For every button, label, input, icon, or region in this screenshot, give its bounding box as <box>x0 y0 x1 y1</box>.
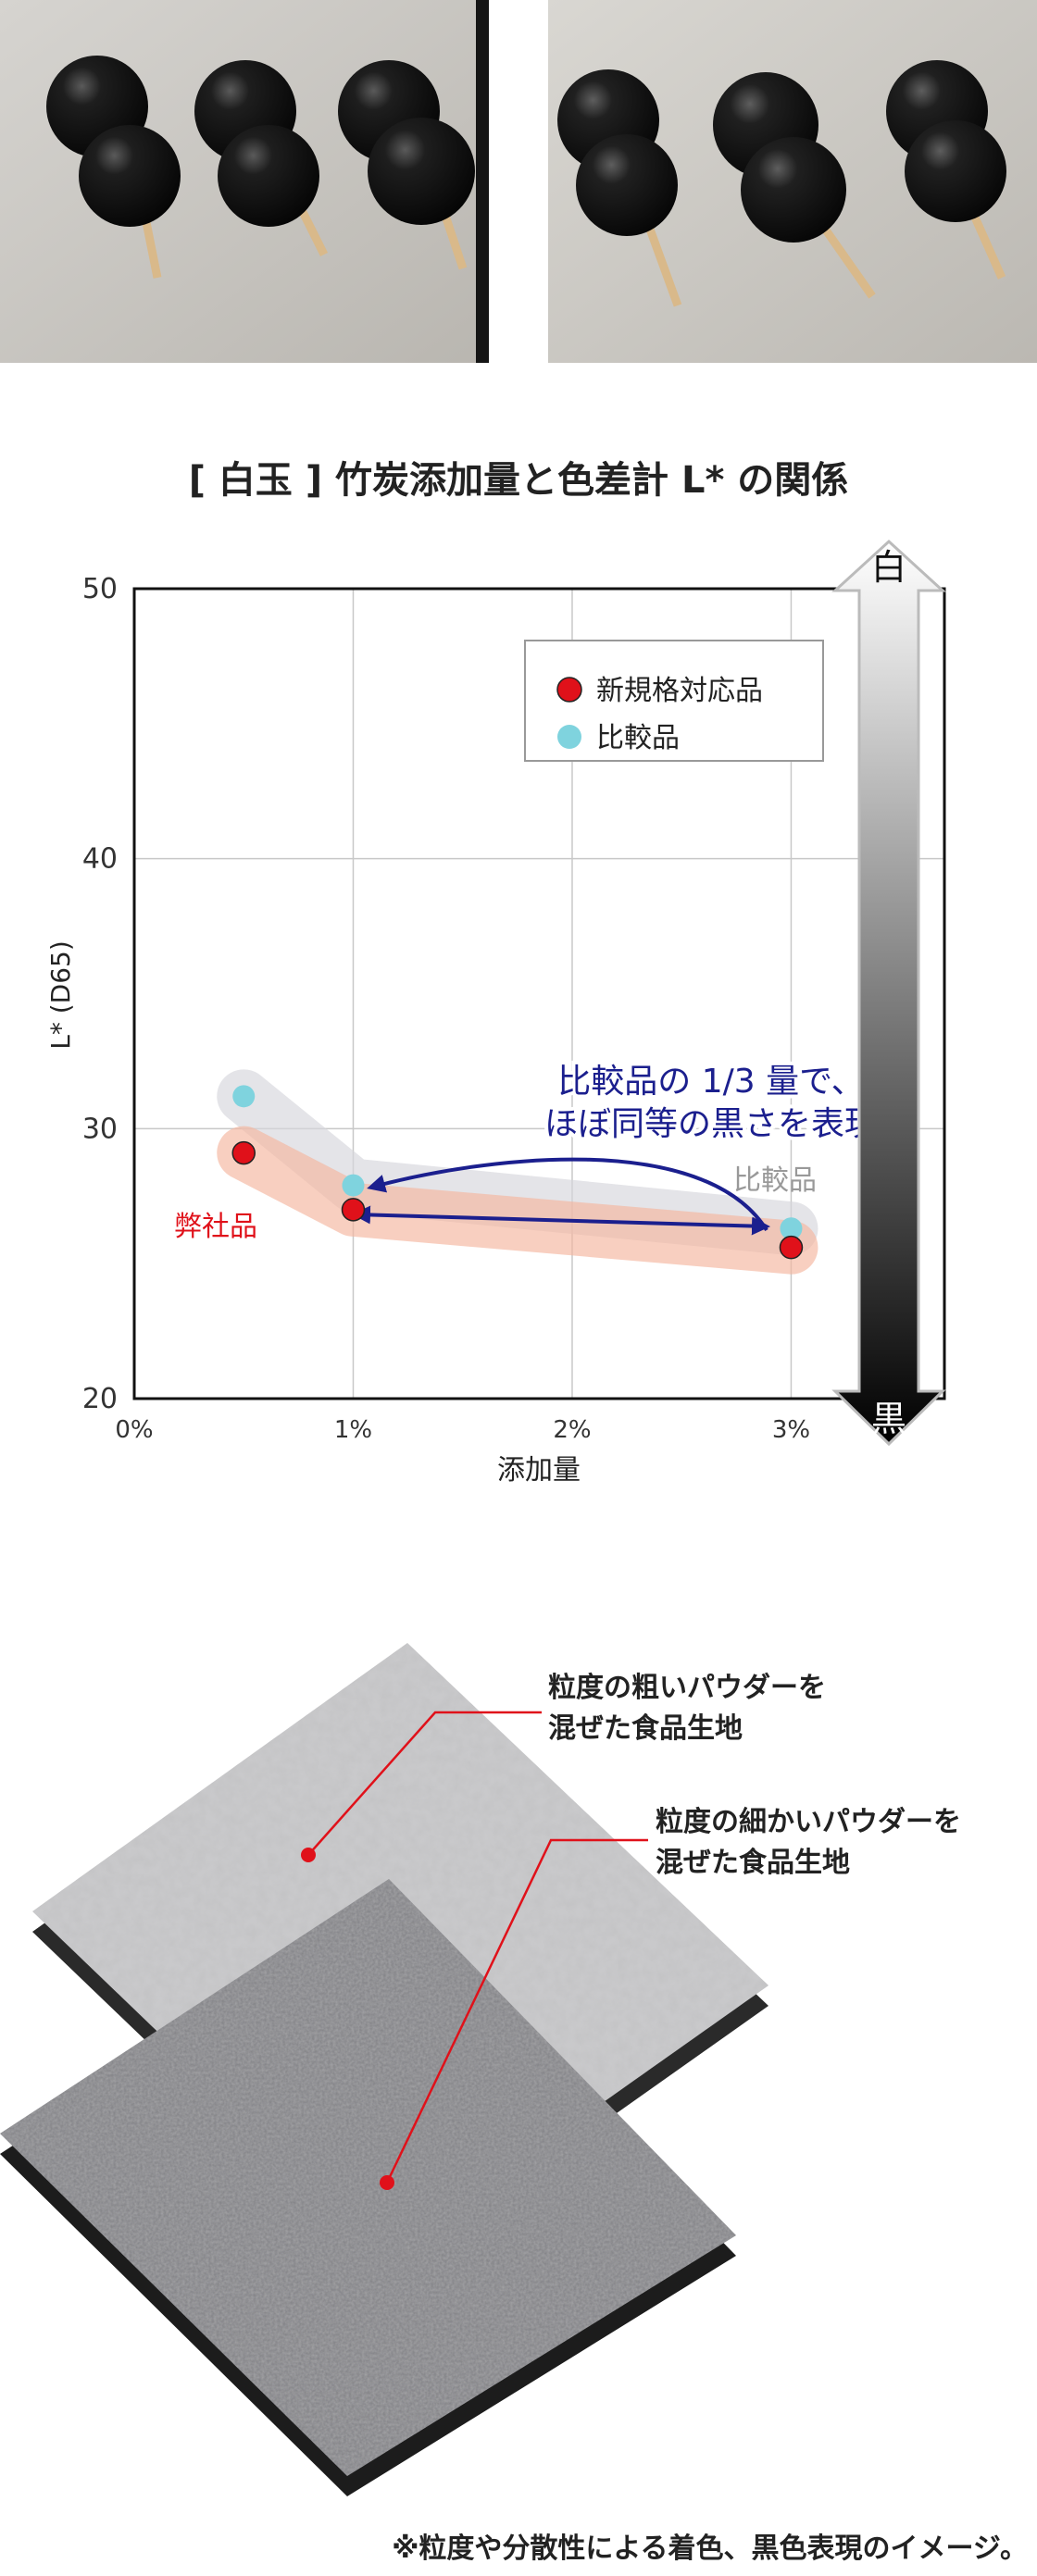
coarse-leader-line <box>301 1711 542 1862</box>
dango-skewer <box>194 60 329 257</box>
double-arrow <box>352 1205 770 1236</box>
y-axis-label: L* (D65) <box>45 940 76 1050</box>
fine-powder-caption: 粒度の細かいパウダーを 混ぜた食品生地 <box>656 1806 961 1879</box>
legend-marker-comparison <box>557 725 581 749</box>
data-point-own <box>231 1140 256 1165</box>
comparison-product-label: 比較品 <box>733 1164 817 1197</box>
y-tick-label: 40 <box>82 843 118 876</box>
chart-title: [ 白玉 ] 竹炭添加量と色差計 L* の関係 <box>189 459 849 502</box>
y-tick-label: 20 <box>82 1383 118 1415</box>
dango-skewer <box>886 60 1006 280</box>
plot-frame <box>132 587 946 1400</box>
coarse-powder-caption: 粒度の粗いパウダーを 混ぜた食品生地 <box>548 1672 826 1745</box>
curved-arrow <box>367 1157 768 1232</box>
legend: 新規格対応品 比較品 <box>524 640 824 762</box>
message-line-1: 比較品の 1/3 量で、 <box>557 1063 864 1101</box>
x-tick-label: 3% <box>772 1416 810 1444</box>
chart: [ 白玉 ] 竹炭添加量と色差計 L* の関係 0% 1% 2% 3% 20 30 40 50… <box>0 417 1037 1509</box>
powder-diagram <box>0 1620 1037 2503</box>
fine-powder-dough <box>0 1879 736 2496</box>
photo-dango-right <box>548 0 1037 363</box>
legend-label-own: 新規格対応品 <box>596 675 763 707</box>
scale-label-black: 黒 <box>871 1399 906 1439</box>
fine-leader-line <box>380 1838 648 2190</box>
x-tick-label: 2% <box>553 1416 591 1444</box>
dango-skewer <box>338 60 475 270</box>
data-point-comparison <box>780 1217 803 1240</box>
dango-skewer <box>713 72 876 299</box>
data-points <box>231 1085 804 1260</box>
photo-dango-left <box>0 0 489 363</box>
x-tick-label: 1% <box>334 1416 372 1444</box>
whiteness-scale: 白 黒 <box>831 539 946 1447</box>
x-axis-label: 添加量 <box>497 1454 581 1487</box>
y-tick-label: 50 <box>82 573 118 605</box>
x-tick-label: 0% <box>115 1416 153 1444</box>
data-point-comparison <box>342 1174 365 1197</box>
data-point-own <box>779 1235 804 1260</box>
data-point-comparison <box>232 1085 256 1108</box>
legend-label-comparison: 比較品 <box>596 722 680 754</box>
axis-ticks: 0% 1% 2% 3% 20 30 40 50 <box>82 573 810 1444</box>
y-tick-label: 30 <box>82 1113 118 1145</box>
data-point-own <box>341 1198 366 1222</box>
message-line-2: ほぼ同等の黒さを表現 <box>544 1105 878 1143</box>
own-product-label: 弊社品 <box>174 1211 257 1243</box>
scale-label-white: 白 <box>871 547 906 588</box>
footnote: ※粒度や分散性による着色、黒色表現のイメージ。 <box>392 2532 1028 2565</box>
legend-marker-own <box>556 677 582 703</box>
dango-skewer <box>557 69 682 307</box>
dango-skewer <box>46 56 181 279</box>
